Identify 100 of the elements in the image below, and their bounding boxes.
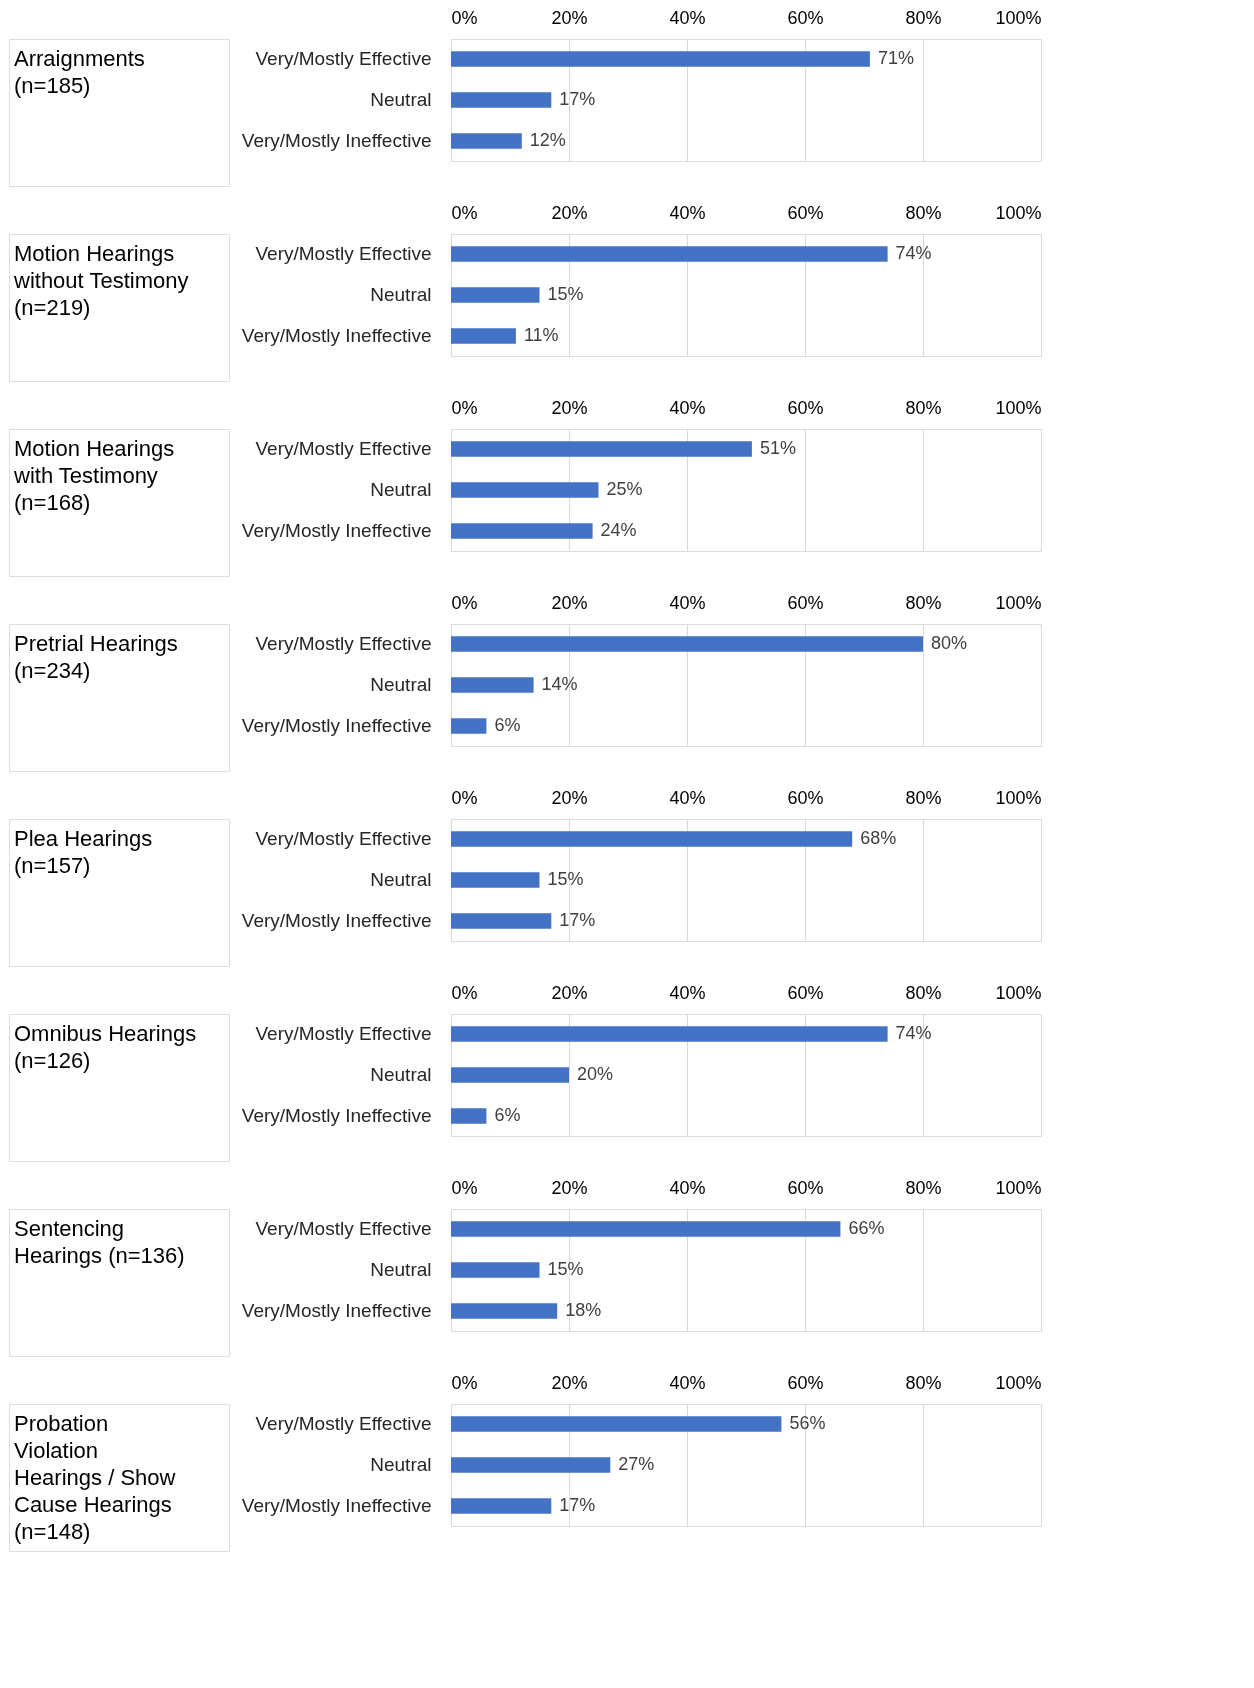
data-label: 15%	[547, 1259, 584, 1279]
data-label: 71%	[877, 48, 914, 69]
x-tick-label: 100%	[995, 592, 1042, 613]
text: Pretrial Hearings (n=234)	[14, 631, 178, 683]
data-label: 74%	[895, 243, 932, 264]
x-tick-label: 100%	[995, 982, 1042, 1003]
data-label: 20%	[577, 1064, 614, 1084]
data-label: 27%	[618, 1454, 655, 1474]
data-label: 14%	[541, 674, 578, 694]
data-label: 56%	[789, 1413, 826, 1434]
x-tick-label: 60%	[787, 1372, 824, 1393]
x-tick-label: 0%	[451, 982, 478, 1003]
text: Motion Hearings without Testimony (n=219)	[13, 241, 189, 320]
x-tick-label: 40%	[669, 7, 706, 28]
x-tick-label: 60%	[787, 1177, 824, 1198]
y-tick-label: Very/Mostly Effective	[255, 1413, 432, 1435]
data-label: 11%	[523, 324, 559, 345]
x-tick-label: 100%	[995, 7, 1042, 28]
x-tick-label: 20%	[551, 592, 588, 613]
text: Sentencing Hearings (n=136)	[14, 1216, 185, 1268]
x-tick-label: 60%	[787, 202, 824, 223]
y-tick-label: Neutral	[370, 1064, 432, 1085]
x-tick-label: 80%	[905, 7, 942, 28]
y-tick-label: Very/Mostly Effective	[255, 828, 432, 850]
x-tick-label: 100%	[995, 202, 1042, 223]
x-tick-label: 80%	[905, 592, 942, 613]
y-tick-label: Very/Mostly Effective	[255, 633, 432, 655]
x-tick-label: 20%	[551, 397, 588, 418]
text: Plea Hearings (n=157)	[14, 826, 153, 878]
data-label: 80%	[931, 633, 968, 654]
y-tick-label: Very/Mostly Ineffective	[241, 909, 432, 931]
x-tick-label: 100%	[995, 1372, 1042, 1393]
y-tick-label: Very/Mostly Effective	[255, 243, 432, 265]
y-tick-label: Neutral	[370, 869, 432, 890]
y-tick-label: Very/Mostly Effective	[255, 48, 432, 70]
x-tick-label: 0%	[451, 1372, 478, 1393]
data-label: 17%	[559, 89, 596, 109]
y-tick-label: Neutral	[370, 1259, 432, 1280]
x-tick-label: 80%	[905, 982, 942, 1003]
x-tick-label: 20%	[551, 202, 588, 223]
x-tick-label: 80%	[905, 1372, 942, 1393]
x-tick-label: 60%	[787, 787, 824, 808]
x-tick-label: 0%	[451, 397, 478, 418]
y-tick-label: Very/Mostly Effective	[255, 438, 432, 460]
x-tick-label: 0%	[451, 1177, 478, 1198]
y-tick-label: Neutral	[370, 674, 432, 695]
data-label: 25%	[606, 479, 643, 499]
x-tick-label: 20%	[551, 1372, 588, 1393]
x-tick-label: 0%	[451, 592, 478, 613]
x-tick-label: 20%	[551, 1177, 588, 1198]
x-tick-label: 80%	[905, 397, 942, 418]
data-label: 17%	[559, 1494, 596, 1515]
text: Omnibus Hearings (n=126)	[14, 1021, 197, 1073]
data-label: 24%	[600, 519, 637, 540]
x-tick-label: 40%	[669, 787, 706, 808]
data-label: 12%	[529, 129, 566, 150]
y-tick-label: Very/Mostly Ineffective	[241, 1494, 432, 1516]
y-tick-label: Very/Mostly Ineffective	[241, 129, 432, 151]
x-tick-label: 60%	[787, 397, 824, 418]
x-tick-label: 40%	[669, 397, 706, 418]
x-tick-label: 80%	[905, 202, 942, 223]
y-tick-label: Neutral	[370, 1454, 432, 1475]
data-label: 18%	[565, 1299, 602, 1320]
data-label: 6%	[494, 714, 521, 735]
y-tick-label: Very/Mostly Ineffective	[241, 714, 432, 736]
x-tick-label: 40%	[669, 592, 706, 613]
x-tick-label: 40%	[669, 1177, 706, 1198]
x-tick-label: 80%	[905, 787, 942, 808]
data-label: 51%	[759, 438, 796, 459]
x-tick-label: 100%	[995, 787, 1042, 808]
y-tick-label: Very/Mostly Ineffective	[241, 1299, 432, 1321]
x-tick-label: 100%	[995, 1177, 1042, 1198]
y-tick-label: Very/Mostly Effective	[255, 1023, 432, 1045]
text: Arraignments (n=185)	[14, 46, 145, 98]
data-label: 15%	[547, 284, 584, 304]
x-tick-label: 40%	[669, 1372, 706, 1393]
data-label: 15%	[547, 869, 584, 889]
x-tick-label: 80%	[905, 1177, 942, 1198]
y-tick-label: Very/Mostly Ineffective	[241, 519, 432, 541]
data-label: 66%	[848, 1218, 885, 1239]
x-tick-label: 100%	[995, 397, 1042, 418]
y-tick-label: Neutral	[370, 89, 432, 110]
x-tick-label: 20%	[551, 7, 588, 28]
x-tick-label: 0%	[451, 7, 478, 28]
x-tick-label: 0%	[451, 202, 478, 223]
data-label: 68%	[860, 828, 897, 849]
x-tick-label: 20%	[551, 787, 588, 808]
x-tick-label: 60%	[787, 7, 824, 28]
x-tick-label: 60%	[787, 982, 824, 1003]
data-label: 74%	[895, 1023, 932, 1044]
y-tick-label: Neutral	[370, 284, 432, 305]
text: Motion Hearings with Testimony (n=168)	[13, 436, 175, 515]
data-label: 17%	[559, 909, 596, 930]
data-label: 6%	[494, 1104, 521, 1125]
y-tick-label: Neutral	[370, 479, 432, 500]
x-tick-label: 0%	[451, 787, 478, 808]
y-tick-label: Very/Mostly Effective	[255, 1218, 432, 1240]
y-tick-label: Very/Mostly Ineffective	[241, 1104, 432, 1126]
y-tick-label: Very/Mostly Ineffective	[241, 324, 432, 346]
x-tick-label: 40%	[669, 982, 706, 1003]
